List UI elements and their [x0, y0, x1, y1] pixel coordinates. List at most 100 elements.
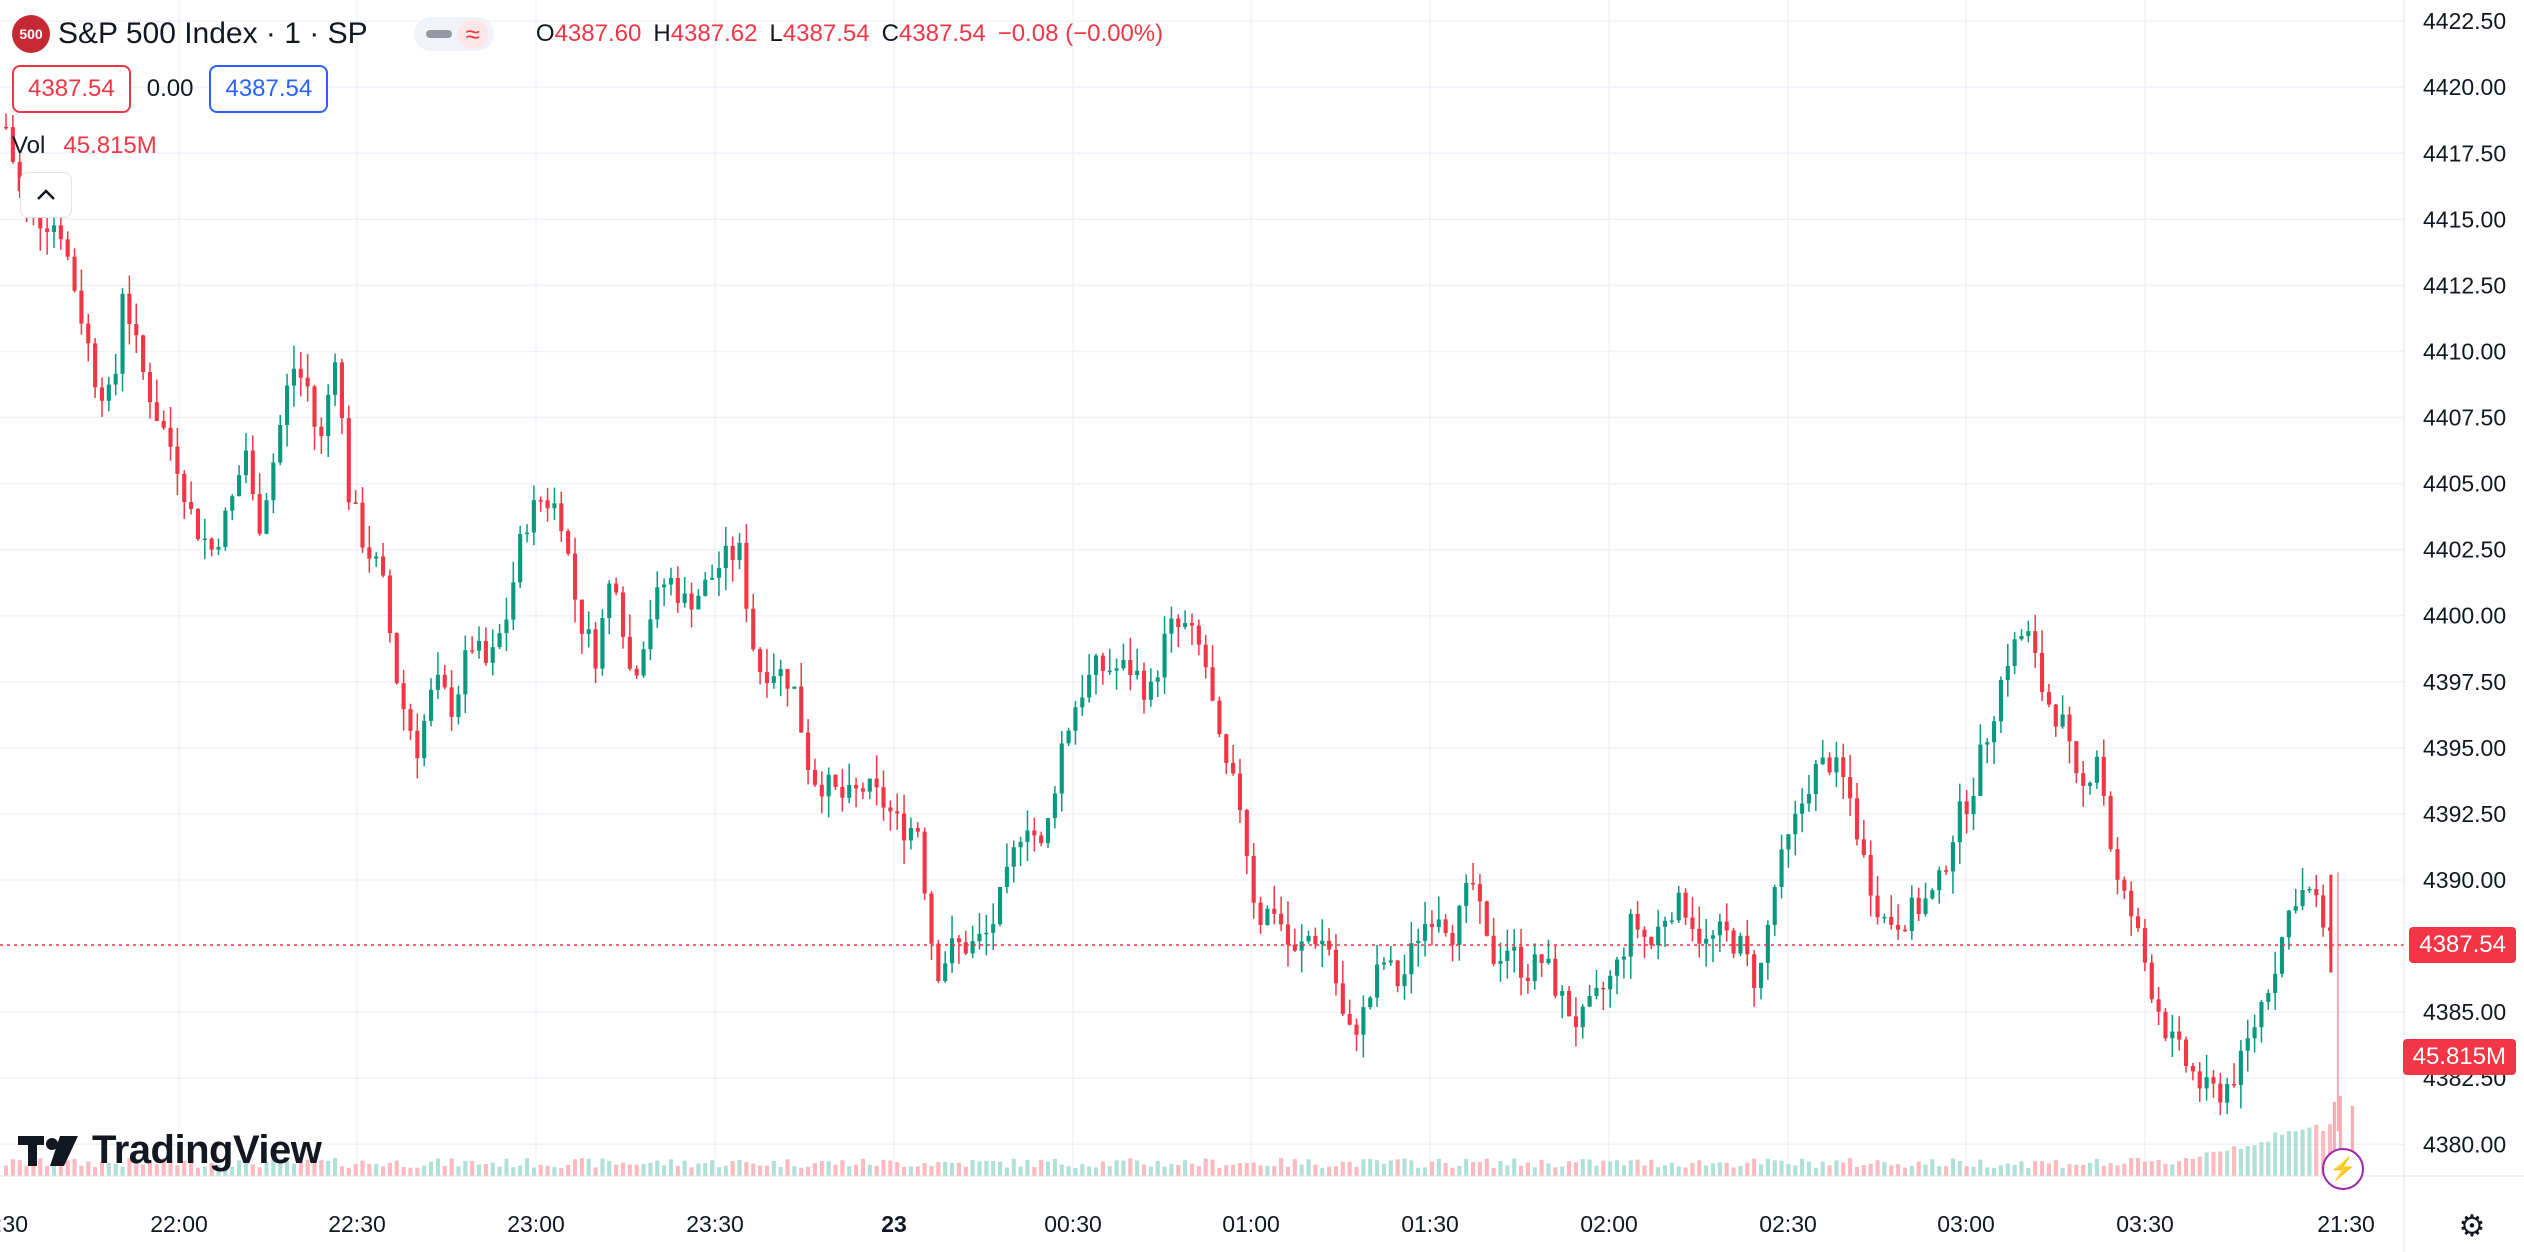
symbol-logo[interactable]: 500: [12, 15, 50, 53]
volume-bar: [339, 1166, 344, 1176]
candle-body: [1875, 895, 1880, 918]
candle-body: [833, 774, 838, 787]
candle-body: [1978, 744, 1983, 797]
candle-body: [1464, 882, 1469, 906]
volume-bar: [518, 1165, 523, 1176]
volume-bar: [463, 1160, 468, 1176]
candle-body: [1299, 941, 1304, 951]
volume-bar: [2156, 1159, 2161, 1176]
price-tick-label: 4407.50: [2423, 405, 2506, 431]
volume-bar: [346, 1167, 351, 1176]
price-tick-label: 4405.00: [2423, 471, 2506, 497]
candle-body: [785, 669, 790, 689]
candle-body: [415, 730, 420, 759]
candle-body: [730, 545, 735, 561]
minimize-icon[interactable]: [425, 30, 452, 38]
candle-body: [977, 933, 982, 942]
candle-body: [1237, 773, 1243, 811]
volume-bar: [1930, 1159, 1935, 1176]
volume-bar: [614, 1164, 619, 1176]
ohlc-values: O 4387.60 H 4387.62 L 4387.54 C 4387.54 −0.0…: [524, 20, 1163, 48]
candle-body: [2046, 692, 2051, 705]
candle-body: [1827, 757, 1832, 773]
volume-bar: [1306, 1159, 1311, 1176]
candle-body: [716, 568, 722, 578]
candle-body: [1224, 734, 1229, 763]
price-tick-label: 4392.50: [2423, 801, 2506, 827]
legend-toggle[interactable]: ≈: [413, 17, 494, 51]
candle-body: [1854, 798, 1860, 840]
volume-bar: [3, 1165, 9, 1176]
candle-body: [209, 538, 214, 550]
candle-body: [826, 774, 831, 797]
candle-body: [1772, 887, 1777, 925]
volume-bar: [1752, 1158, 1757, 1176]
candle-body: [65, 239, 70, 257]
candle-body: [524, 532, 530, 535]
candle-body: [1333, 949, 1339, 984]
candle-body: [799, 686, 804, 733]
volume-bar: [1464, 1158, 1469, 1176]
candle-body: [1758, 962, 1764, 989]
wave-icon[interactable]: ≈: [457, 19, 488, 49]
candle-body: [744, 542, 749, 609]
candle-body: [243, 450, 248, 476]
settings-gear-icon[interactable]: ⚙: [2458, 1209, 2486, 1243]
candle-body: [2307, 889, 2312, 891]
candle-body: [189, 502, 194, 509]
candle-body: [312, 386, 317, 427]
volume-bar: [1224, 1165, 1229, 1176]
candle-body: [2033, 631, 2038, 653]
time-tick-label: 02:30: [1759, 1211, 1817, 1237]
candle-body: [1169, 618, 1174, 634]
price-tick-label: 4412.50: [2423, 272, 2506, 298]
candle-body: [1176, 618, 1181, 628]
candle-body: [1100, 655, 1105, 671]
candle-body: [1265, 908, 1270, 926]
volume-bar: [1978, 1159, 1983, 1176]
volume-bar: [1313, 1164, 1318, 1176]
candle-body: [1841, 757, 1846, 778]
candle-body: [1258, 902, 1263, 926]
candle-body: [1861, 839, 1866, 855]
candle-body: [2170, 1031, 2175, 1039]
sell-price-button[interactable]: 4387.54: [12, 65, 131, 113]
candle-body: [2129, 890, 2134, 917]
candle-body: [1731, 930, 1736, 954]
volume-bar: [2190, 1159, 2195, 1176]
candle-body: [1203, 644, 1208, 668]
candle-body: [490, 647, 495, 663]
volume-bar: [333, 1158, 338, 1176]
volume-bar: [1594, 1165, 1599, 1176]
volume-bar: [956, 1162, 961, 1176]
volume-bar: [1327, 1166, 1332, 1176]
volume-bar: [216, 1165, 221, 1176]
tradingview-logo[interactable]: TradingView: [18, 1128, 322, 1173]
volume-bar: [716, 1167, 722, 1176]
volume-bar: [278, 1159, 283, 1176]
candle-body: [792, 686, 797, 689]
volume-bar: [1279, 1158, 1284, 1176]
volume-label: Vol: [12, 132, 46, 159]
volume-bar: [1683, 1167, 1688, 1176]
close-label: C: [881, 20, 899, 47]
price-tick-label: 4400.00: [2423, 603, 2506, 629]
candle-body: [1402, 974, 1407, 987]
symbol-title[interactable]: S&P 500 Index · 1 · SP: [58, 17, 368, 50]
volume-bar: [902, 1166, 907, 1176]
volume-bar: [1944, 1166, 1949, 1176]
collapse-legend-button[interactable]: [20, 172, 72, 218]
bid-ask-row: 4387.54 0.00 4387.54: [12, 64, 329, 114]
time-axis[interactable]: :30 22:00 22:30 23:00 23:30 23 00:30 01:00 01:30…: [0, 1175, 2524, 1237]
candle-body: [2101, 756, 2106, 796]
volume-bar: [161, 1158, 166, 1176]
candle-body: [79, 290, 84, 324]
volume-bar: [2327, 1124, 2333, 1176]
flash-icon[interactable]: ⚡: [2322, 1148, 2364, 1190]
volume-bar: [1080, 1163, 1085, 1176]
time-tick-label: 03:00: [1937, 1211, 1995, 1237]
buy-price-button[interactable]: 4387.54: [209, 65, 329, 113]
volume-bar: [2273, 1132, 2278, 1176]
